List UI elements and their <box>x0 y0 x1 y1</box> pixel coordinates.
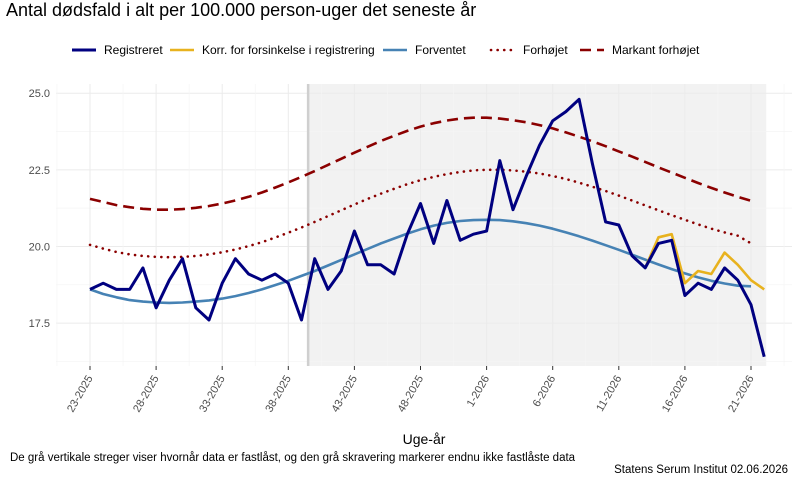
x-tick-label: 33-2025 <box>197 374 228 415</box>
legend-label: Korr. for forsinkelse i registrering <box>202 43 375 57</box>
x-axis-title: Uge-år <box>403 431 446 447</box>
x-tick-label: 21-2026 <box>726 374 757 415</box>
legend-label: Forhøjet <box>523 43 568 57</box>
y-tick-label: 25.0 <box>29 88 50 100</box>
x-tick-label: 48-2025 <box>396 374 427 415</box>
legend-label: Registreret <box>104 43 163 57</box>
x-tick-label: 11-2026 <box>594 374 624 414</box>
series-layer <box>88 97 766 358</box>
y-tick-label: 20.0 <box>29 241 50 253</box>
chart-title: Antal dødsfald i alt per 100.000 person-… <box>6 0 477 20</box>
x-tick-label: 28-2025 <box>131 374 162 415</box>
grid <box>56 84 792 366</box>
legend: Registreret Korr. for forsinkelse i regis… <box>72 43 700 57</box>
x-tick-label: 23-2025 <box>65 374 96 415</box>
series-line-korr-for-forsinkelse-i-registrering <box>644 232 765 291</box>
x-tick-label: 38-2025 <box>263 374 294 415</box>
x-tick-label: 43-2025 <box>329 374 360 415</box>
series-line-markant-forhøjet <box>89 116 752 211</box>
x-axis: 23-2025 28-2025 33-2025 38-2025 43-2025 48-20… <box>65 366 757 414</box>
credit: Statens Serum Institut 02.06.2026 <box>614 464 788 476</box>
chart: Registreret Korr. for forsinkelse i regis… <box>29 43 792 447</box>
y-tick-label: 22.5 <box>29 165 50 177</box>
caption: De grå vertikale streger viser hvornår d… <box>10 452 576 464</box>
series-line-forventet <box>89 218 752 305</box>
legend-label: Markant forhøjet <box>612 43 700 57</box>
legend-label: Forventet <box>415 43 466 57</box>
series-line-forhøjet <box>88 168 753 259</box>
x-tick-label: 16-2026 <box>660 374 691 415</box>
x-tick-label: 1-2026 <box>465 373 493 409</box>
y-tick-label: 17.5 <box>29 318 50 330</box>
series-line-registreret <box>89 97 766 358</box>
x-tick-label: 6-2026 <box>531 374 559 410</box>
y-axis: 17.5 20.0 22.5 25.0 <box>29 88 50 330</box>
